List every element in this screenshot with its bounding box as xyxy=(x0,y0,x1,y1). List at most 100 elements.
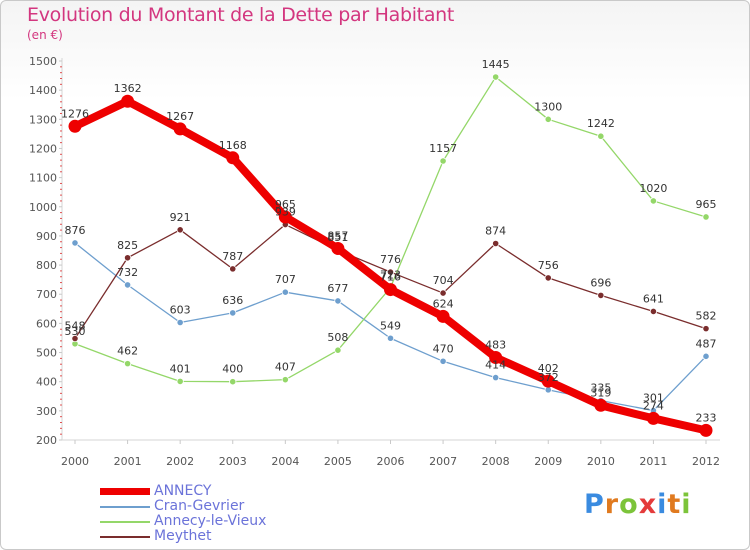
data-label: 732 xyxy=(117,266,138,279)
y-tick-label: 1200 xyxy=(29,142,57,155)
data-label: 1168 xyxy=(219,139,247,152)
logo-letter: i xyxy=(681,489,692,520)
data-label: 1445 xyxy=(482,58,510,71)
y-tick-label: 1000 xyxy=(29,201,57,214)
data-point-annecy xyxy=(278,210,292,224)
x-tick-label: 2001 xyxy=(114,455,142,468)
data-label: 707 xyxy=(275,273,296,286)
x-tick-label: 2003 xyxy=(219,455,247,468)
data-label: 319 xyxy=(590,386,611,399)
data-label: 965 xyxy=(275,198,296,211)
data-label: 716 xyxy=(380,271,401,284)
data-label: 876 xyxy=(65,224,86,237)
chart-subtitle: (en €) xyxy=(27,28,63,42)
data-point-annecy xyxy=(68,119,82,133)
data-point-meythet xyxy=(702,325,710,333)
data-label: 696 xyxy=(590,276,611,289)
x-tick-label: 2000 xyxy=(61,455,89,468)
data-point-cran-gevrier xyxy=(229,309,237,317)
data-label: 402 xyxy=(538,362,559,375)
data-point-annecy-le-vieux xyxy=(281,376,289,384)
data-label: 624 xyxy=(433,297,454,310)
data-label: 704 xyxy=(433,274,454,287)
data-label: 400 xyxy=(222,363,243,376)
logo-letter: o xyxy=(619,489,639,520)
data-point-annecy xyxy=(594,398,608,412)
data-label: 1020 xyxy=(639,182,667,195)
data-point-annecy-le-vieux xyxy=(229,378,237,386)
data-label: 825 xyxy=(117,239,138,252)
data-point-annecy-le-vieux xyxy=(649,197,658,205)
data-point-annecy-le-vieux xyxy=(597,132,605,140)
y-tick-label: 300 xyxy=(36,405,57,418)
data-point-annecy xyxy=(121,94,135,108)
data-point-meythet xyxy=(649,307,658,316)
x-tick-label: 2005 xyxy=(324,455,352,468)
y-tick-label: 1500 xyxy=(29,55,57,68)
x-tick-label: 2006 xyxy=(377,455,405,468)
data-label: 677 xyxy=(327,282,348,295)
data-label: 1157 xyxy=(429,142,457,155)
logo-letter: t xyxy=(667,489,682,520)
data-point-cran-gevrier xyxy=(123,281,132,289)
data-point-meythet xyxy=(176,226,184,234)
data-point-annecy xyxy=(173,122,187,136)
data-label: 582 xyxy=(696,310,717,323)
data-point-annecy-le-vieux xyxy=(439,157,447,165)
data-point-annecy xyxy=(436,309,450,323)
x-tick-label: 2010 xyxy=(587,455,615,468)
data-label: 921 xyxy=(170,211,191,224)
data-point-cran-gevrier xyxy=(386,334,395,342)
data-label: 335 xyxy=(590,382,611,395)
data-point-meythet xyxy=(71,334,79,343)
data-point-cran-gevrier xyxy=(334,297,342,305)
data-label: 874 xyxy=(485,225,506,238)
data-point-meythet xyxy=(123,254,132,262)
data-label: 549 xyxy=(380,319,401,332)
data-label: 301 xyxy=(643,392,664,405)
data-label: 483 xyxy=(485,338,506,351)
x-tick-label: 2004 xyxy=(271,455,299,468)
data-label: 939 xyxy=(275,206,296,219)
data-point-cran-gevrier xyxy=(492,374,500,382)
data-label: 776 xyxy=(380,253,401,266)
data-point-annecy xyxy=(699,423,713,437)
data-label: 530 xyxy=(65,325,86,338)
data-point-cran-gevrier xyxy=(439,357,447,365)
data-point-annecy-le-vieux xyxy=(123,360,132,368)
data-point-annecy xyxy=(541,374,555,388)
y-tick-label: 800 xyxy=(36,259,57,272)
data-point-meythet xyxy=(229,265,237,273)
data-point-meythet xyxy=(439,289,447,297)
logo-letter: P xyxy=(584,489,605,520)
data-point-meythet xyxy=(597,291,605,299)
data-label: 857 xyxy=(327,229,348,242)
legend-swatch xyxy=(100,488,150,495)
data-point-cran-gevrier xyxy=(176,318,184,327)
data-label: 756 xyxy=(538,259,559,272)
y-tick-label: 900 xyxy=(36,230,57,243)
legend-swatch xyxy=(100,536,150,538)
y-tick-label: 200 xyxy=(36,434,57,447)
data-label: 723 xyxy=(380,269,401,282)
data-point-annecy-le-vieux xyxy=(702,213,710,221)
y-tick-label: 1400 xyxy=(29,84,57,97)
data-label: 1242 xyxy=(587,117,615,130)
data-point-meythet xyxy=(492,239,500,248)
data-label: 636 xyxy=(222,294,243,307)
data-point-annecy xyxy=(489,350,503,364)
data-label: 603 xyxy=(170,304,191,317)
data-point-annecy-le-vieux xyxy=(544,115,552,123)
data-label: 1362 xyxy=(114,82,142,95)
y-tick-label: 500 xyxy=(36,347,57,360)
data-label: 233 xyxy=(696,411,717,424)
y-tick-label: 1100 xyxy=(29,172,57,185)
data-point-annecy xyxy=(384,283,397,297)
y-tick-label: 700 xyxy=(36,288,57,301)
x-tick-label: 2008 xyxy=(482,455,510,468)
data-label: 1276 xyxy=(61,107,89,120)
legend-label: Meythet xyxy=(154,528,212,544)
data-label: 372 xyxy=(538,371,559,384)
data-label: 1267 xyxy=(166,110,194,123)
data-point-annecy xyxy=(226,151,240,165)
